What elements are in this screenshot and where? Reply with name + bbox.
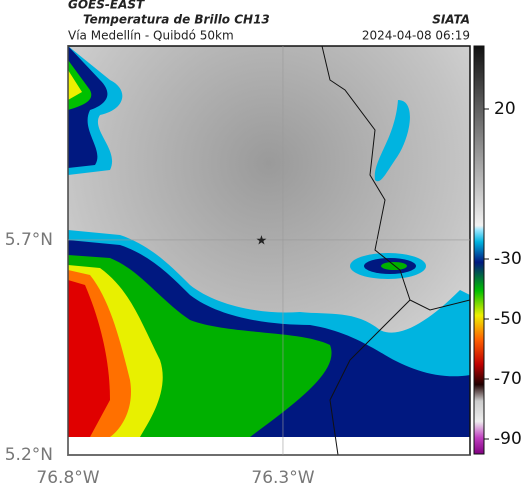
- timestamp: 2024-04-08 06:19: [362, 29, 470, 43]
- colorbar-tick-label: 20: [494, 99, 516, 119]
- colorbar-tick-label: -30: [494, 249, 522, 269]
- colorbar-tick-label: -70: [494, 369, 522, 389]
- colorbar-tick-label: -50: [494, 309, 522, 329]
- source: GOES-EAST: [68, 0, 145, 12]
- colorbar-tick-label: -90: [494, 429, 522, 449]
- y-tick-label: 5.2°N: [5, 445, 53, 465]
- title: Temperatura de Brillo CH13: [83, 13, 270, 27]
- x-tick-label: 76.8°W: [36, 468, 99, 488]
- imagery: [68, 46, 470, 455]
- x-tick-label: 76.3°W: [251, 468, 314, 488]
- colorbar: [473, 45, 485, 455]
- credit: SIATA: [432, 13, 470, 27]
- subtitle: Vía Medellín - Quibdó 50km: [68, 29, 234, 43]
- y-tick-label: 5.7°N: [5, 230, 53, 250]
- marker: ★: [256, 233, 268, 248]
